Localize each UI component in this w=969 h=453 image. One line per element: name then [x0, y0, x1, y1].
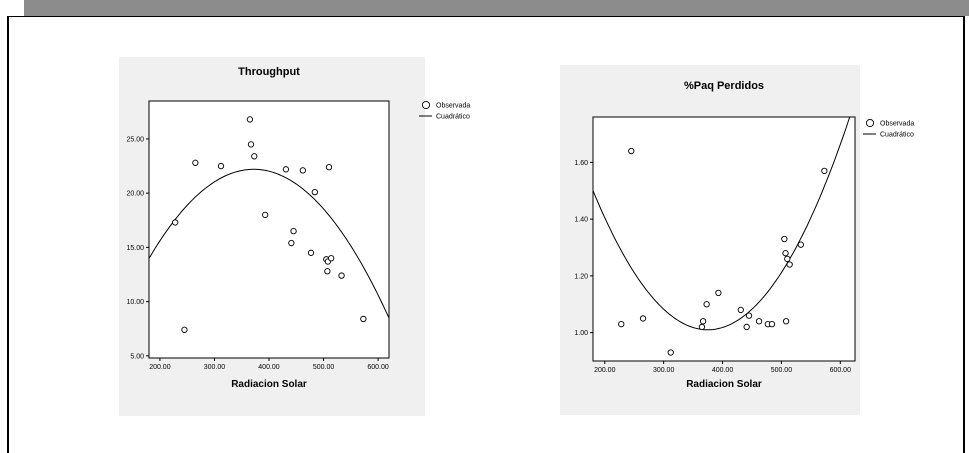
data-point-observada [181, 326, 188, 333]
data-point-observada [715, 289, 722, 297]
x-tick-label: 400.00 [258, 364, 280, 371]
data-point-observada [786, 261, 793, 268]
data-point-observada [299, 167, 306, 174]
y-tick-label: 1.00 [574, 330, 588, 337]
data-point-observada [821, 167, 828, 175]
data-point-observada [251, 153, 258, 160]
x-tick-label: 400.00 [712, 367, 734, 374]
data-point-observada [782, 250, 789, 257]
data-point-observada [755, 318, 763, 325]
data-point-observada [282, 166, 290, 173]
data-point-observada [325, 163, 333, 171]
x-tick-label: 200.00 [594, 367, 616, 374]
data-point-observada [768, 320, 776, 328]
legend-label-observada: Observada [436, 103, 470, 110]
y-tick-label: 25.00 [126, 136, 144, 143]
data-point-observada [288, 239, 295, 247]
data-point-observada [703, 301, 710, 308]
y-tick-label: 1.20 [574, 273, 588, 280]
data-point-observada [628, 147, 635, 155]
data-point-observada [745, 312, 753, 319]
data-point-observada [797, 241, 804, 248]
chart-title: Throughput [238, 66, 300, 78]
data-point-observada [262, 211, 269, 219]
data-point-observada [743, 323, 750, 331]
x-tick-label: 500.00 [771, 367, 793, 374]
data-point-observada [782, 318, 790, 325]
y-tick-label: 15.00 [126, 245, 144, 252]
data-point-observada [324, 268, 331, 275]
x-tick-label: 600.00 [830, 367, 852, 374]
plot-area [592, 116, 856, 362]
data-point-observada [360, 315, 367, 323]
x-tick-label: 500.00 [313, 364, 335, 371]
data-point-observada [781, 235, 788, 243]
x-axis-label: Radiacion Solar [686, 379, 762, 390]
y-tick-label: 20.00 [126, 191, 144, 198]
data-point-observada [307, 249, 315, 256]
throughput-chart-panel: Throughput 200.00 300.00 400.00 500.00 600.00… [119, 57, 470, 416]
data-point-observada [328, 255, 335, 262]
data-point-observada [311, 188, 318, 196]
legend-marker-observada [421, 100, 431, 110]
data-point-observada [784, 255, 791, 263]
chart-legend: Observada Cuadrático [863, 118, 914, 139]
data-point-observada [699, 318, 707, 325]
paq-perdidos-chart-panel: %Paq Perdidos 200.00 300.00 400.00 500.00 600… [560, 65, 914, 415]
data-point-observada [618, 320, 625, 328]
x-tick-label: 300.00 [653, 367, 675, 374]
x-tick-label: 300.00 [204, 364, 226, 371]
legend-label-cuadratico: Cuadrático [436, 114, 470, 121]
top-banner-bar [24, 0, 969, 16]
data-point-observada [246, 116, 254, 123]
fit-curve-cuadratico [149, 168, 389, 319]
fit-curve-cuadratico [593, 117, 851, 331]
legend-marker-observada [865, 118, 875, 128]
data-point-observada [172, 219, 179, 226]
legend-label-observada: Observada [880, 121, 914, 128]
data-point-observada [338, 272, 345, 279]
y-tick-label: 10.00 [126, 299, 144, 306]
data-point-observada [217, 162, 225, 170]
paq-perdidos-chart: %Paq Perdidos 200.00 300.00 400.00 500.00 600… [574, 80, 914, 390]
x-tick-label: 200.00 [149, 364, 171, 371]
data-point-observada [667, 349, 674, 356]
chart-title: %Paq Perdidos [684, 80, 764, 92]
y-tick-label: 1.60 [574, 160, 588, 167]
plot-area [148, 100, 390, 359]
y-tick-label: 1.40 [574, 217, 588, 224]
data-point-observada [639, 315, 647, 322]
data-point-observada [192, 159, 199, 166]
data-point-observada [737, 306, 744, 314]
data-point-observada [698, 323, 706, 331]
x-axis-label: Radiacion Solar [231, 379, 307, 390]
chart-legend: Observada Cuadrático [419, 100, 470, 121]
x-tick-label: 600.00 [367, 364, 389, 371]
data-point-observada [290, 227, 297, 235]
data-point-observada [247, 141, 255, 148]
legend-label-cuadratico: Cuadrático [880, 132, 914, 139]
y-tick-label: 5.00 [130, 353, 144, 360]
throughput-chart: Throughput 200.00 300.00 400.00 500.00 600.00… [126, 66, 470, 390]
